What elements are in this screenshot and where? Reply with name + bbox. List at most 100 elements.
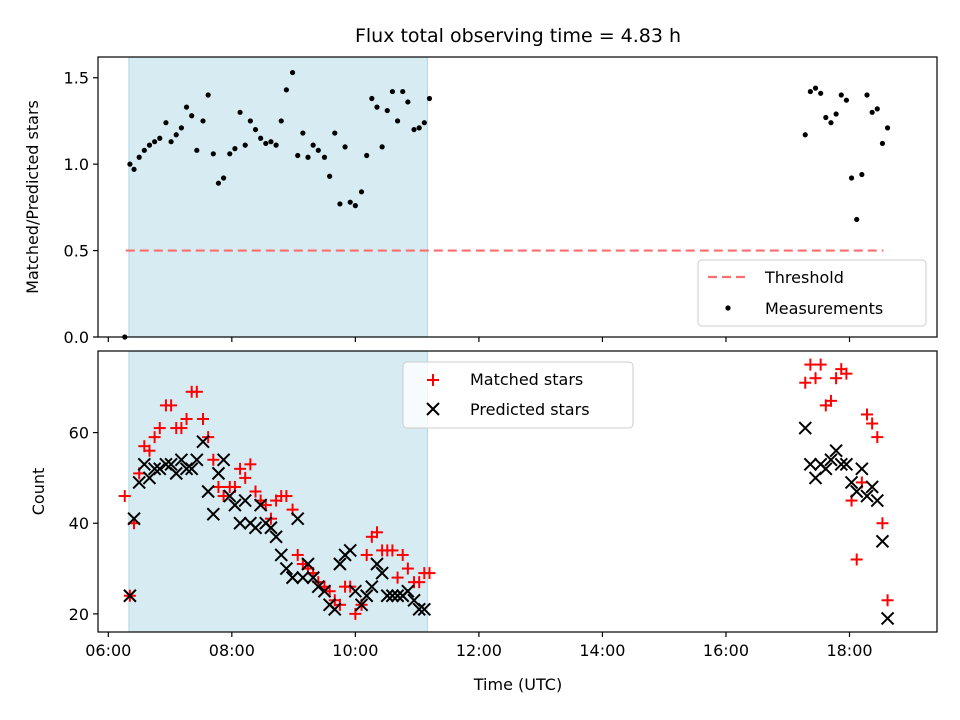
predicted-stars-point-b bbox=[132, 475, 146, 490]
predicted-stars-point bbox=[285, 570, 300, 585]
bottom-x-tick-label: 06:00 bbox=[85, 641, 131, 660]
measurement-point bbox=[300, 130, 306, 136]
predicted-stars-point-b bbox=[333, 557, 347, 571]
measurement-point bbox=[310, 142, 316, 148]
predicted-stars-point-b bbox=[159, 457, 173, 472]
predicted-stars-point-b bbox=[348, 584, 363, 598]
matched-stars-point bbox=[280, 490, 293, 503]
measurement-point bbox=[168, 139, 174, 145]
top-legend: Threshold Measurements bbox=[697, 259, 927, 327]
predicted-stars-point-b bbox=[211, 466, 226, 481]
predicted-stars-point bbox=[184, 462, 199, 476]
matched-stars-point bbox=[370, 526, 383, 539]
matched-stars-point bbox=[239, 471, 252, 484]
measurement-point bbox=[337, 201, 343, 207]
measurement-point bbox=[283, 87, 289, 93]
predicted-stars-point-b bbox=[880, 611, 895, 626]
measurement-point bbox=[869, 109, 875, 115]
matched-stars-point bbox=[824, 394, 837, 407]
bottom-y-axis-title: Count bbox=[29, 468, 48, 516]
measurement-point bbox=[127, 161, 133, 167]
measurement-point bbox=[157, 135, 163, 141]
predicted-stars-point bbox=[248, 521, 263, 535]
measurement-point bbox=[364, 152, 370, 159]
matched-stars-point bbox=[234, 462, 247, 475]
measurement-point bbox=[305, 154, 311, 160]
predicted-stars-point bbox=[127, 511, 141, 526]
predicted-stars-point bbox=[365, 579, 379, 594]
top-observing-span bbox=[128, 56, 428, 338]
legend-measurements-label: Measurements bbox=[765, 299, 883, 318]
matched-stars-point bbox=[799, 376, 812, 389]
measurement-point bbox=[859, 171, 865, 178]
matched-stars-point bbox=[866, 417, 879, 430]
predicted-stars-point bbox=[412, 602, 426, 617]
bottom-series-layer bbox=[118, 358, 895, 626]
top-y-tick-label: 0.5 bbox=[64, 242, 89, 261]
predicted-stars-point bbox=[137, 457, 152, 472]
predicted-stars-point-b bbox=[301, 557, 315, 571]
measurement-point bbox=[242, 142, 248, 148]
predicted-stars-point-b bbox=[201, 484, 215, 499]
measurement-point bbox=[342, 144, 348, 150]
predicted-stars-point bbox=[147, 462, 162, 476]
matched-stars-point bbox=[291, 548, 304, 561]
predicted-stars-point-b bbox=[412, 602, 426, 617]
bottom-axes-frame bbox=[97, 350, 938, 633]
measurement-point bbox=[295, 152, 301, 159]
x-axis-title: Time (UTC) bbox=[473, 675, 562, 694]
measurement-point bbox=[232, 146, 238, 152]
matched-stars-point bbox=[175, 422, 188, 435]
bottom-x-tick-label: 14:00 bbox=[579, 641, 625, 660]
measurement-point bbox=[227, 151, 233, 157]
predicted-stars-point-b bbox=[228, 498, 242, 512]
predicted-stars-point-b bbox=[274, 548, 288, 562]
predicted-stars-point-b bbox=[174, 453, 189, 467]
predicted-stars-point bbox=[190, 453, 204, 467]
measurement-point bbox=[421, 120, 427, 126]
measurement-point bbox=[384, 107, 390, 114]
matched-stars-point bbox=[830, 372, 843, 385]
measurement-point bbox=[389, 88, 396, 95]
predicted-stars-point bbox=[216, 453, 231, 467]
predicted-stars-point bbox=[839, 457, 854, 472]
measurement-point bbox=[268, 139, 274, 145]
matched-stars-point bbox=[165, 399, 178, 412]
top-y-axis-title: Matched/Predicted stars bbox=[23, 100, 42, 294]
measurement-point bbox=[205, 92, 211, 98]
predicted-stars-point bbox=[875, 534, 890, 549]
top-y-tick-label: 0.0 bbox=[64, 328, 89, 347]
top-series-layer bbox=[122, 69, 891, 340]
measurement-point bbox=[823, 114, 829, 121]
predicted-stars-point-b bbox=[238, 493, 252, 508]
predicted-stars-point-b bbox=[365, 579, 379, 594]
predicted-stars-point bbox=[233, 516, 247, 530]
predicted-stars-point-b bbox=[306, 570, 320, 585]
measurement-point bbox=[327, 173, 333, 179]
measurement-point bbox=[315, 147, 321, 153]
measurement-point bbox=[278, 118, 284, 124]
predicted-stars-point bbox=[855, 462, 869, 476]
matched-stars-point bbox=[871, 431, 884, 444]
measurement-point bbox=[411, 126, 417, 133]
legend-matched-swatch bbox=[427, 374, 439, 386]
measurement-point bbox=[237, 109, 243, 115]
predicted-stars-point-b bbox=[137, 457, 152, 472]
predicted-stars-point-b bbox=[279, 561, 294, 576]
matched-stars-point bbox=[180, 412, 193, 425]
bottom-legend: Matched stars Predicted stars bbox=[402, 361, 634, 429]
matched-stars-point bbox=[840, 367, 853, 380]
predicted-stars-point-b bbox=[147, 462, 162, 476]
matched-stars-point bbox=[396, 548, 409, 561]
predicted-stars-point bbox=[343, 543, 357, 558]
bottom-x-tick-label: 10:00 bbox=[332, 641, 378, 660]
measurement-point bbox=[263, 140, 269, 147]
predicted-stars-point-b bbox=[798, 421, 812, 435]
bottom-x-tick-label: 08:00 bbox=[209, 641, 255, 660]
predicted-stars-point-b bbox=[206, 507, 221, 521]
predicted-stars-point-b bbox=[311, 579, 326, 594]
measurement-point bbox=[879, 140, 886, 147]
predicted-stars-point bbox=[301, 557, 315, 571]
predicted-stars-point bbox=[880, 611, 895, 626]
